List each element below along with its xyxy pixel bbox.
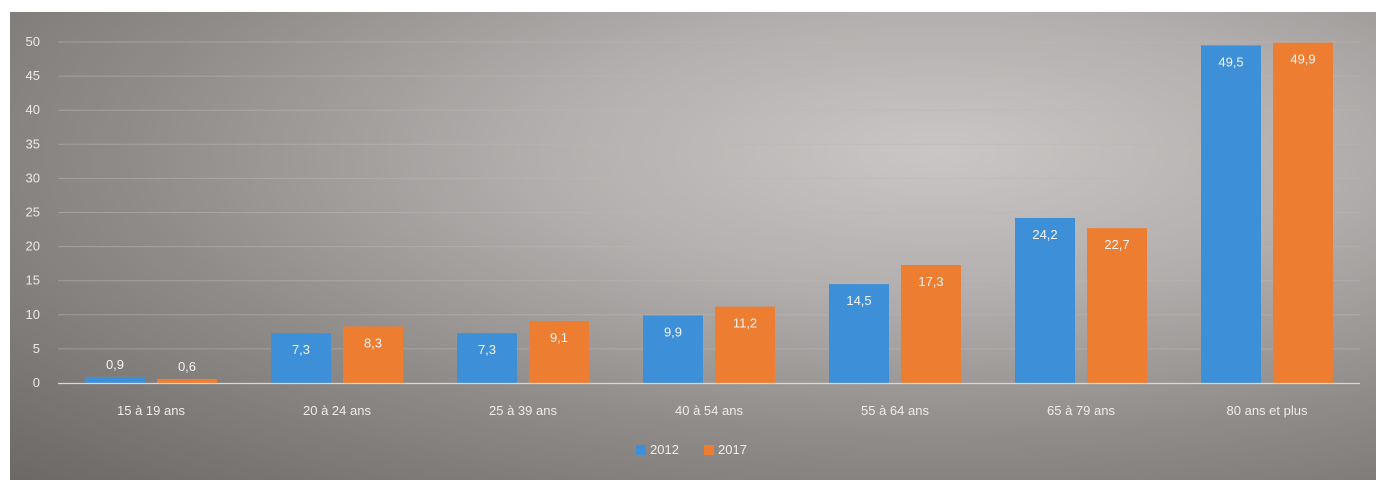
x-category-label: 80 ans et plus bbox=[1227, 403, 1308, 418]
bar-2017 bbox=[529, 320, 589, 383]
data-label-2012: 0,9 bbox=[106, 357, 124, 372]
bars bbox=[85, 42, 1333, 383]
bar-2012 bbox=[1201, 45, 1261, 383]
y-tick-label: 25 bbox=[26, 205, 40, 220]
x-category-label: 20 à 24 ans bbox=[303, 403, 371, 418]
data-label-2017: 8,3 bbox=[364, 335, 382, 350]
legend-swatch-2012 bbox=[636, 445, 646, 455]
bar-chart: 0 5 10 15 20 25 30 35 40 45 50 15 à 19 ans 20 à 24 … bbox=[26, 34, 1360, 457]
legend-swatch-2017 bbox=[704, 445, 714, 455]
y-axis-ticks: 0 5 10 15 20 25 30 35 40 45 50 bbox=[26, 34, 40, 390]
gridlines bbox=[58, 41, 1360, 350]
bar-2012 bbox=[457, 333, 517, 383]
data-label-2017: 17,3 bbox=[918, 274, 943, 289]
data-labels: 0,9 0,6 7,3 8,3 7,3 9,1 9,9 11,2 14,5 17,3 24,2 22,… bbox=[106, 52, 1316, 374]
y-tick-label: 15 bbox=[26, 273, 40, 288]
data-label-2012: 24,2 bbox=[1032, 227, 1057, 242]
x-category-label: 40 à 54 ans bbox=[675, 403, 743, 418]
data-label-2017: 0,6 bbox=[178, 359, 196, 374]
bar-2017 bbox=[157, 378, 217, 383]
legend: 2012 2017 bbox=[636, 442, 747, 457]
data-label-2017: 22,7 bbox=[1104, 237, 1129, 252]
x-axis-category-labels: 15 à 19 ans 20 à 24 ans 25 à 39 ans 40 à 54… bbox=[117, 403, 1308, 418]
y-tick-label: 10 bbox=[26, 307, 40, 322]
y-tick-label: 50 bbox=[26, 34, 40, 49]
data-label-2012: 7,3 bbox=[478, 342, 496, 357]
bar-2012 bbox=[643, 315, 703, 383]
data-label-2017: 9,1 bbox=[550, 330, 568, 345]
data-label-2012: 14,5 bbox=[846, 293, 871, 308]
x-category-label: 55 à 64 ans bbox=[861, 403, 929, 418]
bar-2012 bbox=[271, 333, 331, 383]
x-category-label: 65 à 79 ans bbox=[1047, 403, 1115, 418]
x-category-label: 15 à 19 ans bbox=[117, 403, 185, 418]
bar-2012 bbox=[1015, 217, 1075, 383]
data-label-2012: 7,3 bbox=[292, 342, 310, 357]
data-label-2017: 49,9 bbox=[1290, 52, 1315, 67]
legend-label-2012: 2012 bbox=[650, 442, 679, 457]
y-tick-label: 20 bbox=[26, 239, 40, 254]
y-tick-label: 35 bbox=[26, 136, 40, 151]
bar-2017 bbox=[1273, 42, 1333, 383]
bar-2012 bbox=[85, 376, 145, 383]
y-tick-label: 45 bbox=[26, 68, 40, 83]
bar-2017 bbox=[1087, 228, 1147, 383]
x-category-label: 25 à 39 ans bbox=[489, 403, 557, 418]
bar-2012 bbox=[829, 284, 889, 383]
bar-2017 bbox=[715, 306, 775, 383]
y-tick-label: 0 bbox=[33, 375, 40, 390]
data-label-2012: 49,5 bbox=[1218, 54, 1243, 69]
bar-2017 bbox=[901, 265, 961, 383]
y-tick-label: 30 bbox=[26, 170, 40, 185]
data-label-2012: 9,9 bbox=[664, 324, 682, 339]
data-label-2017: 11,2 bbox=[733, 316, 757, 331]
chart-panel: 0 5 10 15 20 25 30 35 40 45 50 15 à 19 ans 20 à 24 … bbox=[10, 12, 1376, 480]
y-tick-label: 40 bbox=[26, 102, 40, 117]
y-tick-label: 5 bbox=[33, 341, 40, 356]
bar-2017 bbox=[343, 326, 403, 383]
legend-label-2017: 2017 bbox=[718, 442, 747, 457]
